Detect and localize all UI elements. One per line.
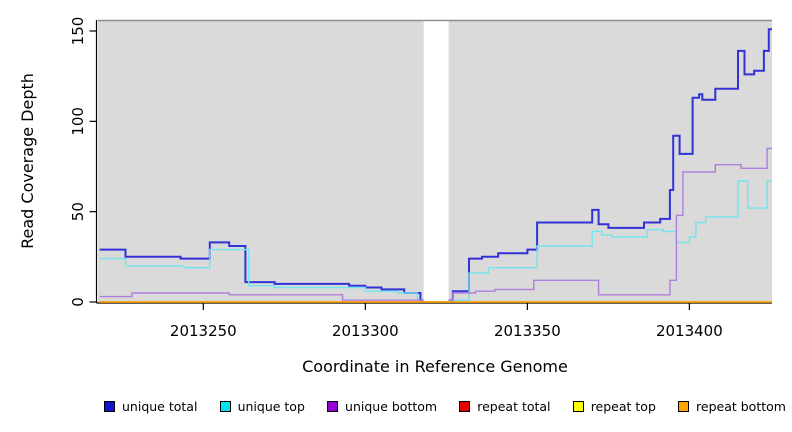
series-line-unique-top xyxy=(99,248,424,301)
y-tick-label: 0 xyxy=(69,297,87,307)
legend-label: unique top xyxy=(237,398,305,414)
y-tick-label: 100 xyxy=(69,107,87,136)
legend-swatch-repeat-top xyxy=(572,400,584,412)
legend-item-repeat-top: repeat top xyxy=(572,398,656,414)
y-tick-label: 150 xyxy=(69,17,87,46)
series-line-unique-bottom xyxy=(99,292,424,301)
series-line-unique-bottom xyxy=(448,147,772,301)
legend-item-repeat-bottom: repeat bottom xyxy=(678,399,786,414)
legend-swatch-repeat-bottom xyxy=(678,400,690,412)
x-axis-title: Coordinate in Reference Genome xyxy=(302,357,568,376)
legend-item-unique-top: unique top xyxy=(219,398,305,414)
legend-swatch-unique-bottom xyxy=(327,400,339,412)
x-tick-label: 2013400 xyxy=(656,322,723,340)
legend-label: repeat bottom xyxy=(696,398,786,414)
data-gap-band xyxy=(423,21,449,301)
x-tick-label: 2013250 xyxy=(170,322,237,340)
series-line-unique-total xyxy=(448,28,772,302)
series-line-unique-total xyxy=(99,241,424,302)
legend-item-unique-bottom: unique bottom xyxy=(327,399,437,414)
series-line-unique-top xyxy=(448,180,772,301)
x-tick-label: 2013350 xyxy=(494,322,561,340)
legend-item-repeat-total: repeat total xyxy=(459,398,551,414)
legend-label: unique total xyxy=(122,398,198,414)
legend-label: unique bottom xyxy=(345,398,438,414)
y-tick-label: 50 xyxy=(69,202,87,221)
legend-swatch-repeat-total xyxy=(459,400,471,412)
legend-item-unique-total: unique total xyxy=(104,399,197,414)
legend-swatch-unique-top xyxy=(219,400,231,412)
legend-label: repeat total xyxy=(477,398,551,414)
legend-swatch-unique-total xyxy=(104,400,115,412)
y-axis-title: Read Coverage Depth xyxy=(18,73,37,249)
legend-label: repeat top xyxy=(590,398,656,414)
legend: unique total unique top unique bottom repea… xyxy=(104,395,786,417)
x-tick-label: 2013300 xyxy=(332,322,399,340)
